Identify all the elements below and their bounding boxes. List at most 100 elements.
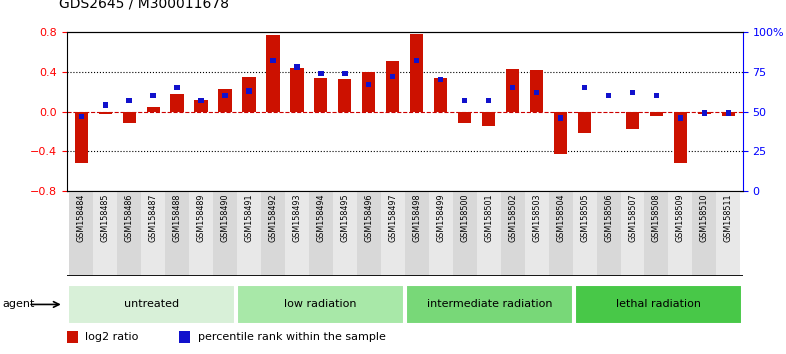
Bar: [434, 78, 447, 112]
Bar: [270, 58, 276, 63]
Bar: [722, 112, 735, 116]
Bar: [309, 191, 333, 276]
Text: GSM158493: GSM158493: [292, 194, 301, 242]
Text: GSM158495: GSM158495: [340, 194, 349, 242]
Bar: [554, 112, 567, 154]
Text: percentile rank within the sample: percentile rank within the sample: [197, 332, 385, 342]
Bar: [381, 191, 405, 276]
Bar: [242, 77, 255, 112]
Text: intermediate radiation: intermediate radiation: [427, 299, 552, 309]
Text: log2 ratio: log2 ratio: [85, 332, 138, 342]
Text: GSM158508: GSM158508: [652, 194, 661, 242]
Bar: [318, 70, 324, 76]
FancyBboxPatch shape: [237, 285, 404, 324]
Bar: [222, 93, 228, 98]
Text: GSM158485: GSM158485: [101, 194, 110, 242]
Bar: [482, 112, 495, 126]
Bar: [75, 112, 88, 163]
Bar: [386, 61, 399, 112]
Bar: [219, 88, 232, 112]
Text: GSM158486: GSM158486: [125, 194, 134, 242]
Bar: [146, 107, 160, 112]
Bar: [458, 112, 472, 124]
Bar: [486, 98, 491, 103]
Bar: [362, 72, 376, 112]
Bar: [549, 191, 572, 276]
Text: GSM158503: GSM158503: [532, 194, 541, 242]
Text: untreated: untreated: [123, 299, 179, 309]
Bar: [213, 191, 237, 276]
Text: GSM158487: GSM158487: [149, 194, 158, 242]
Text: GSM158500: GSM158500: [461, 194, 469, 242]
Bar: [645, 191, 668, 276]
Text: GSM158506: GSM158506: [604, 194, 613, 242]
Text: GSM158496: GSM158496: [365, 194, 373, 242]
Text: GSM158491: GSM158491: [244, 194, 253, 242]
Bar: [171, 93, 184, 112]
Text: GSM158494: GSM158494: [317, 194, 325, 242]
Bar: [530, 70, 543, 112]
Bar: [462, 98, 468, 103]
Bar: [501, 191, 524, 276]
FancyBboxPatch shape: [406, 285, 573, 324]
Bar: [650, 112, 663, 116]
Bar: [534, 90, 539, 95]
Bar: [510, 85, 516, 90]
Bar: [597, 191, 620, 276]
FancyBboxPatch shape: [575, 285, 742, 324]
Bar: [290, 68, 303, 112]
Text: low radiation: low radiation: [284, 299, 357, 309]
Bar: [127, 98, 132, 103]
Bar: [261, 191, 285, 276]
Bar: [98, 112, 112, 114]
Text: lethal radiation: lethal radiation: [615, 299, 701, 309]
Bar: [390, 74, 395, 79]
Bar: [716, 191, 740, 276]
Bar: [189, 191, 213, 276]
Bar: [626, 112, 639, 130]
Bar: [453, 191, 476, 276]
FancyBboxPatch shape: [68, 285, 235, 324]
Bar: [414, 58, 420, 63]
Bar: [194, 99, 208, 112]
Bar: [79, 114, 84, 119]
Bar: [578, 112, 591, 133]
Text: GSM158501: GSM158501: [484, 194, 493, 242]
Bar: [668, 191, 692, 276]
Bar: [314, 78, 328, 112]
Text: GSM158502: GSM158502: [509, 194, 517, 242]
Bar: [572, 191, 597, 276]
Bar: [366, 82, 372, 87]
Text: GSM158488: GSM158488: [173, 194, 182, 242]
Bar: [69, 191, 94, 276]
Bar: [117, 191, 141, 276]
Bar: [174, 85, 180, 90]
Text: GSM158510: GSM158510: [700, 194, 709, 242]
Bar: [678, 115, 683, 121]
Text: GSM158492: GSM158492: [269, 194, 277, 242]
Bar: [524, 191, 549, 276]
Bar: [476, 191, 501, 276]
Bar: [246, 88, 252, 93]
Bar: [725, 110, 731, 116]
Bar: [357, 191, 381, 276]
Text: GSM158505: GSM158505: [580, 194, 589, 242]
Bar: [67, 331, 78, 343]
Bar: [698, 112, 711, 114]
Bar: [333, 191, 357, 276]
Bar: [294, 64, 299, 70]
Bar: [102, 102, 108, 108]
Bar: [94, 191, 117, 276]
Text: GSM158509: GSM158509: [676, 194, 685, 242]
Bar: [165, 191, 189, 276]
Bar: [237, 191, 261, 276]
Text: GSM158499: GSM158499: [436, 194, 445, 242]
Bar: [630, 90, 635, 95]
Text: GSM158507: GSM158507: [628, 194, 637, 242]
Bar: [342, 70, 347, 76]
Bar: [606, 93, 612, 98]
Text: GSM158497: GSM158497: [388, 194, 397, 242]
Text: GSM158498: GSM158498: [413, 194, 421, 242]
Bar: [654, 93, 659, 98]
Text: GSM158504: GSM158504: [556, 194, 565, 242]
